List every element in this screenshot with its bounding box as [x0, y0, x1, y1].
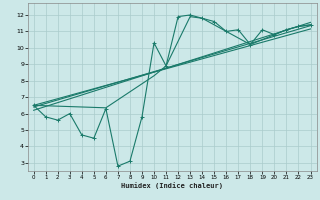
X-axis label: Humidex (Indice chaleur): Humidex (Indice chaleur) — [121, 182, 223, 189]
